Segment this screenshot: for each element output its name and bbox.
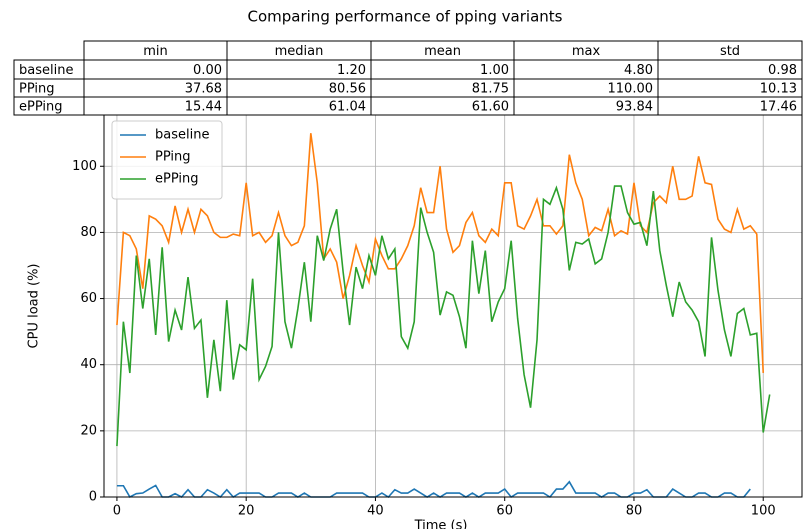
table-header: max [572, 44, 601, 59]
x-tick-label: 60 [496, 504, 513, 519]
y-tick-label: 0 [89, 490, 97, 505]
table-value: 80.56 [329, 82, 366, 97]
chart-title: Comparing performance of pping variants [248, 8, 563, 26]
table-header: median [275, 44, 324, 59]
y-tick-label: 80 [80, 225, 97, 240]
x-tick-label: 0 [113, 504, 121, 519]
series-line [116, 133, 765, 374]
table-value: 17.46 [760, 100, 797, 115]
table-value: 110.00 [608, 82, 654, 97]
table-value: 37.68 [185, 82, 222, 97]
y-tick-label: 40 [80, 357, 97, 372]
x-axis-label: Time (s) [414, 519, 468, 529]
table-value: 10.13 [760, 82, 797, 97]
table-value: 0.00 [193, 63, 222, 78]
table-value: 61.04 [329, 100, 366, 115]
table-header: mean [424, 44, 461, 59]
legend-label: PPing [155, 150, 191, 165]
x-tick-label: 40 [367, 504, 384, 519]
table-row-label: PPing [19, 82, 55, 97]
y-axis-label: CPU load (%) [27, 264, 42, 349]
table-value: 1.00 [480, 63, 509, 78]
table-row-label: baseline [19, 63, 73, 78]
table-value: 1.20 [337, 63, 366, 78]
x-tick-label: 80 [626, 504, 643, 519]
table-header: min [143, 44, 168, 59]
table-value: 93.84 [616, 100, 653, 115]
legend-label: baseline [155, 128, 209, 143]
plot-frame [103, 114, 803, 498]
series-line [116, 185, 771, 447]
table-value: 4.80 [624, 63, 653, 78]
y-tick-label: 20 [80, 423, 97, 438]
legend-label: ePPing [155, 172, 199, 187]
series-line [116, 480, 751, 499]
table-header: std [720, 44, 740, 59]
y-tick-label: 60 [80, 291, 97, 306]
x-tick-label: 100 [751, 504, 776, 519]
table-row-label: ePPing [19, 100, 63, 115]
y-tick-label: 100 [72, 159, 97, 174]
legend: baseline PPing ePPing [111, 120, 223, 200]
table-value: 0.98 [768, 63, 797, 78]
table-value: 15.44 [185, 100, 222, 115]
table-value: 61.60 [472, 100, 509, 115]
table-value: 81.75 [472, 82, 509, 97]
x-tick-label: 20 [238, 504, 255, 519]
